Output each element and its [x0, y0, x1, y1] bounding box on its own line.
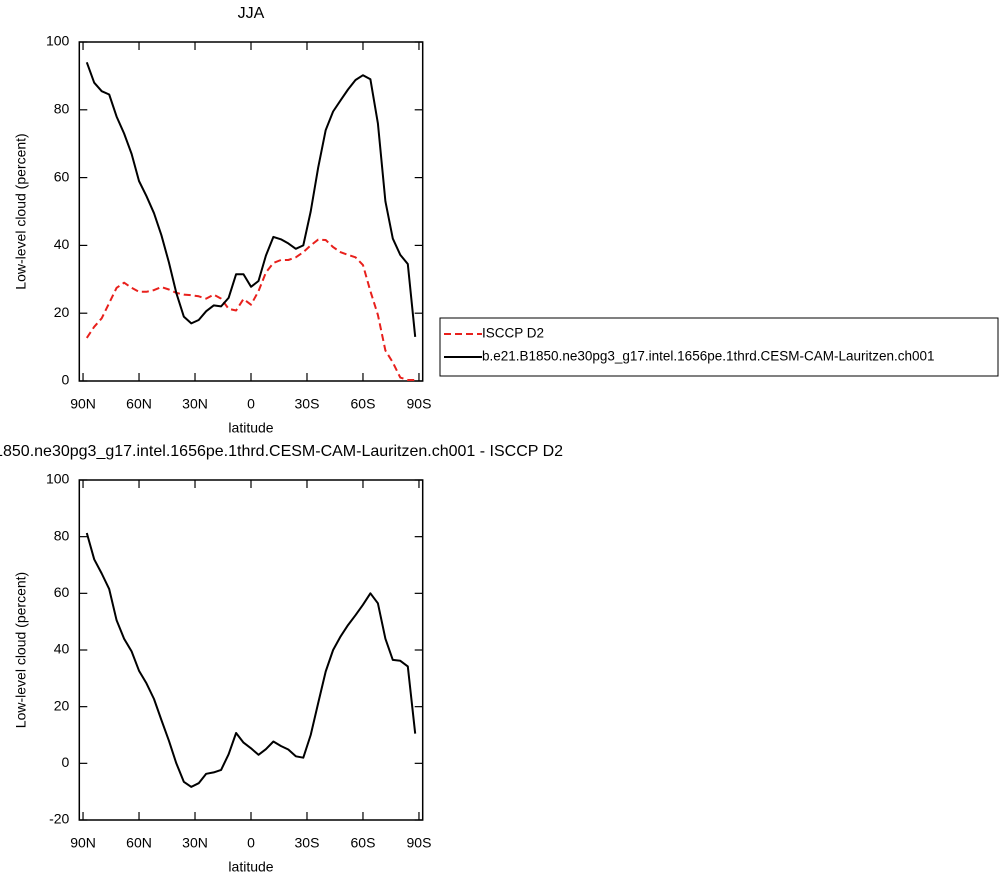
legend-box [439, 317, 999, 377]
legend-label: b.e21.B1850.ne30pg3_g17.intel.1656pe.1th… [482, 349, 935, 364]
x-tick-label: 0 [247, 835, 255, 851]
x-tick-label: 90N [70, 835, 96, 851]
y-tick-label: -20 [49, 811, 69, 827]
x-tick-label: 60S [351, 835, 376, 851]
y-tick-label: 60 [54, 584, 70, 600]
x-tick-label: 60N [126, 835, 152, 851]
y-tick-label: 20 [54, 697, 70, 713]
x-tick-label: 60N [126, 396, 152, 412]
x-tick-label: 60S [351, 396, 376, 412]
x-axis-label: latitude [228, 420, 273, 436]
data-line [85, 238, 416, 381]
x-tick-label: 30N [182, 835, 208, 851]
y-tick-label: 40 [54, 236, 70, 252]
x-tick-label: 90S [407, 396, 432, 412]
y-axis-label: Low-level cloud (percent) [13, 133, 29, 289]
y-tick-label: 40 [54, 641, 70, 657]
x-tick-label: 30S [295, 835, 320, 851]
y-axis-label: Low-level cloud (percent) [13, 572, 29, 728]
y-tick-label: 100 [46, 471, 70, 487]
x-tick-label: 30S [295, 396, 320, 412]
x-tick-label: 0 [247, 396, 255, 412]
y-tick-label: 100 [46, 33, 70, 49]
y-tick-label: 20 [54, 304, 70, 320]
x-axis-label: latitude [228, 859, 273, 875]
x-tick-label: 30N [182, 396, 208, 412]
y-tick-label: 80 [54, 527, 70, 543]
legend-label: ISCCP D2 [482, 326, 544, 341]
plot-frame [78, 41, 424, 382]
chart-title: b.e21.B1850.ne30pg3_g17.intel.1656pe.1th… [0, 443, 563, 460]
x-tick-label: 90N [70, 396, 96, 412]
x-tick-label: 90S [407, 835, 432, 851]
y-tick-label: 80 [54, 101, 70, 117]
plot-frame [78, 479, 424, 821]
data-line [85, 61, 417, 338]
y-tick-label: 0 [62, 754, 70, 770]
y-tick-label: 0 [62, 372, 70, 388]
y-tick-label: 60 [54, 168, 70, 184]
chart-title: JJA [238, 5, 265, 22]
data-line [85, 532, 417, 788]
